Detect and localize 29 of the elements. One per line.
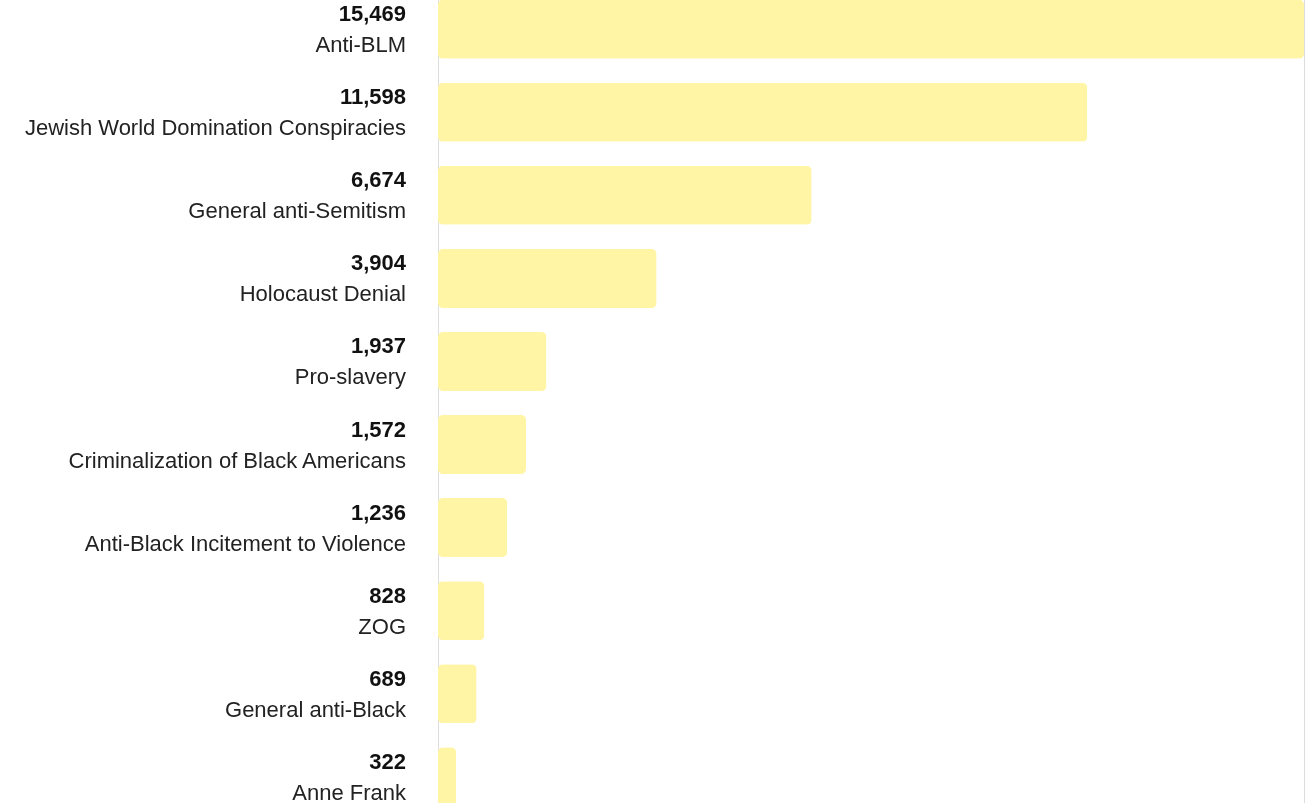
data-label: 6,674 [350,167,407,193]
y-tick-label: Anne Frank [292,779,407,803]
y-tick-label: Anti-Black Incitement to Violence [84,530,406,556]
data-label: 3,904 [350,250,407,276]
y-tick-label: Pro-slavery [294,364,406,390]
data-label: 15,469 [338,1,406,27]
y-tick-label: Anti-BLM [315,32,406,58]
y-tick-label: Jewish World Domination Conspiracies [24,115,406,141]
y-tick-label: General anti-Semitism [188,198,406,224]
data-label: 1,236 [350,499,406,525]
data-label: 1,937 [350,333,406,359]
y-tick-label: ZOG [358,613,406,639]
bar [438,664,477,724]
bar [438,415,527,475]
y-tick-label: Criminalization of Black Americans [68,447,406,473]
bar [438,581,485,641]
y-tick-label: General anti-Black [225,696,407,722]
bar [438,82,1088,142]
bar [438,248,657,308]
data-label: 322 [369,748,406,774]
bar [438,498,508,558]
data-label: 11,598 [339,84,406,110]
data-label: 828 [369,582,406,608]
data-label: 1,572 [350,416,406,442]
bar [438,331,547,391]
data-label: 689 [369,665,406,691]
y-tick-label: Holocaust Denial [239,281,406,307]
bar [438,0,1304,59]
bar [438,165,812,225]
